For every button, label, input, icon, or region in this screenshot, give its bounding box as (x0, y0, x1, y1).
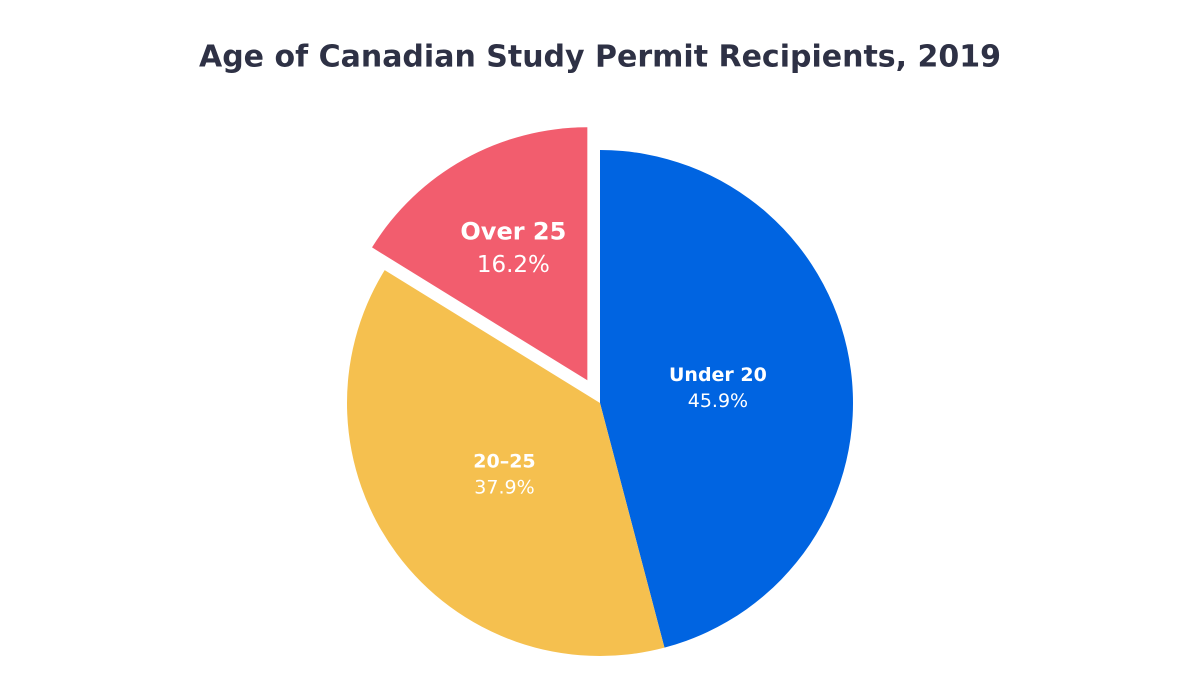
chart-title: Age of Canadian Study Permit Recipients,… (199, 40, 1001, 75)
slice-label: 20–25 (473, 450, 535, 472)
pie-slice (346, 270, 665, 656)
slice-value: 37.9% (474, 476, 534, 498)
pie-slice (600, 150, 854, 648)
slice-value: 16.2% (477, 252, 550, 278)
slice-label: Over 25 (460, 218, 566, 246)
slice-label: Under 20 (669, 364, 767, 386)
pie-slice (372, 127, 588, 381)
slice-value: 45.9% (688, 390, 748, 412)
